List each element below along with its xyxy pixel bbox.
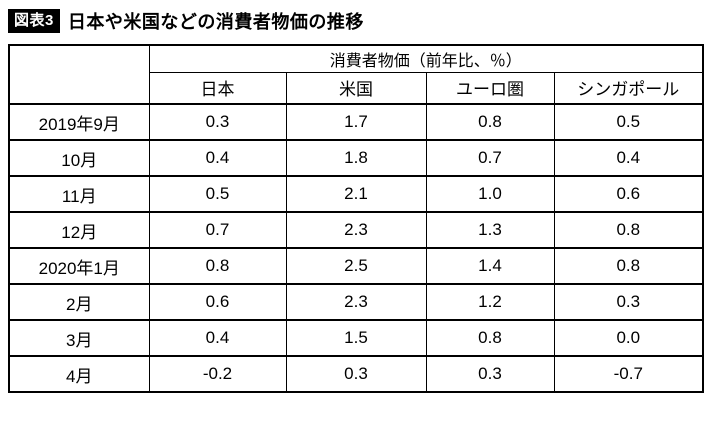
corner-cell (8, 44, 150, 105)
row-label: 4月 (8, 355, 150, 393)
row-label: 2019年9月 (8, 103, 150, 141)
cell-value: 1.5 (285, 319, 427, 357)
column-header-japan: 日本 (148, 71, 287, 105)
cell-value: -0.7 (553, 355, 704, 393)
table-row: 4月 -0.2 0.3 0.3 -0.7 (8, 355, 704, 393)
column-header-eurozone: ユーロ圏 (425, 71, 555, 105)
figure-badge: 図表3 (8, 9, 60, 33)
cell-value: 0.8 (148, 247, 287, 285)
row-label: 2月 (8, 283, 150, 321)
cell-value: 0.4 (553, 139, 704, 177)
cell-value: 1.8 (285, 139, 427, 177)
figure-header: 図表3 日本や米国などの消費者物価の推移 (8, 8, 702, 34)
cell-value: -0.2 (148, 355, 287, 393)
cell-value: 2.3 (285, 283, 427, 321)
cell-value: 2.5 (285, 247, 427, 285)
cell-value: 0.5 (553, 103, 704, 141)
cell-value: 0.8 (425, 319, 555, 357)
cell-value: 0.5 (148, 175, 287, 213)
table-row: 2月 0.6 2.3 1.2 0.3 (8, 283, 704, 321)
cell-value: 2.3 (285, 211, 427, 249)
table-row: 10月 0.4 1.8 0.7 0.4 (8, 139, 704, 177)
cell-value: 1.2 (425, 283, 555, 321)
cell-value: 1.0 (425, 175, 555, 213)
table-row: 2019年9月 0.3 1.7 0.8 0.5 (8, 103, 704, 141)
cell-value: 0.8 (425, 103, 555, 141)
row-label: 3月 (8, 319, 150, 357)
column-header-singapore: シンガポール (553, 71, 704, 105)
cell-value: 0.4 (148, 139, 287, 177)
cell-value: 0.8 (553, 247, 704, 285)
table-row: 11月 0.5 2.1 1.0 0.6 (8, 175, 704, 213)
table-group-header: 消費者物価（前年比、％） (148, 44, 704, 73)
table-row: 2020年1月 0.8 2.5 1.4 0.8 (8, 247, 704, 285)
row-label: 12月 (8, 211, 150, 249)
cell-value: 0.3 (285, 355, 427, 393)
column-header-us: 米国 (285, 71, 427, 105)
cell-value: 0.0 (553, 319, 704, 357)
cell-value: 0.4 (148, 319, 287, 357)
cell-value: 0.7 (148, 211, 287, 249)
cpi-table: 消費者物価（前年比、％） 日本 米国 ユーロ圏 シンガポール 2019年9月 0… (8, 44, 705, 393)
row-label: 2020年1月 (8, 247, 150, 285)
table-row: 3月 0.4 1.5 0.8 0.0 (8, 319, 704, 357)
table-row: 12月 0.7 2.3 1.3 0.8 (8, 211, 704, 249)
cell-value: 0.6 (148, 283, 287, 321)
page-title: 日本や米国などの消費者物価の推移 (67, 12, 364, 32)
cell-value: 0.8 (553, 211, 704, 249)
cell-value: 0.3 (553, 283, 704, 321)
row-label: 10月 (8, 139, 150, 177)
cell-value: 0.7 (425, 139, 555, 177)
cell-value: 0.3 (148, 103, 287, 141)
cell-value: 2.1 (285, 175, 427, 213)
cell-value: 0.6 (553, 175, 704, 213)
row-label: 11月 (8, 175, 150, 213)
cell-value: 1.4 (425, 247, 555, 285)
cell-value: 1.3 (425, 211, 555, 249)
cell-value: 1.7 (285, 103, 427, 141)
cell-value: 0.3 (425, 355, 555, 393)
